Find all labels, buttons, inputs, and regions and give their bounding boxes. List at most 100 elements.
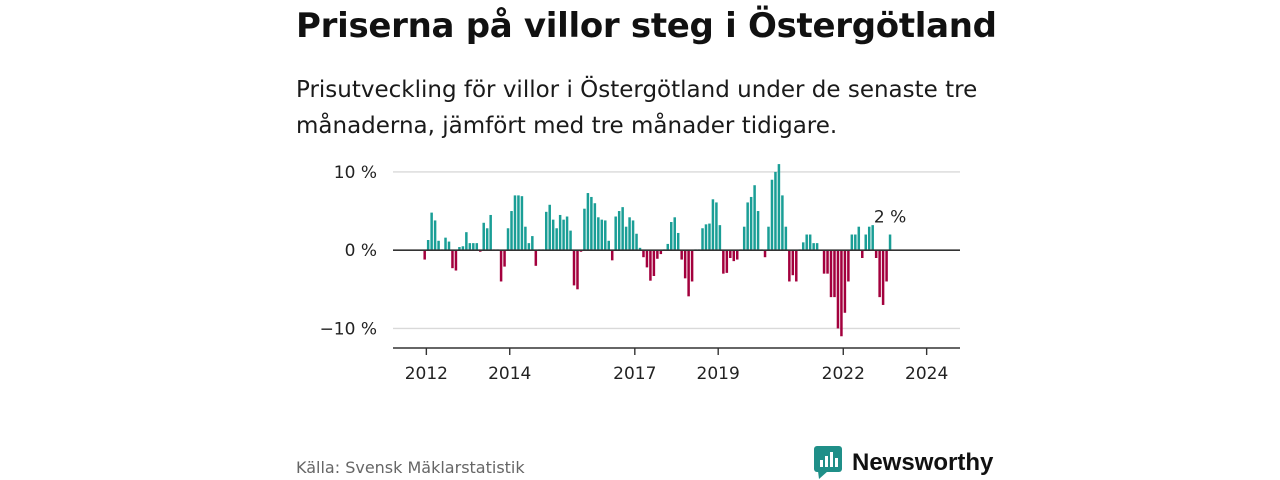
bar — [454, 250, 458, 271]
bar — [437, 240, 440, 251]
bar — [795, 250, 798, 282]
bar — [732, 250, 736, 262]
bar — [836, 250, 840, 329]
bar — [854, 234, 857, 251]
bar — [701, 228, 704, 251]
bar — [861, 250, 864, 258]
bar — [781, 195, 784, 251]
chart-subtitle: Prisutveckling för villor i Östergötland… — [296, 77, 978, 139]
bar — [808, 234, 812, 251]
bar — [565, 216, 569, 251]
bar — [534, 250, 538, 266]
bar — [767, 226, 770, 251]
bar — [572, 250, 576, 286]
bar — [593, 203, 597, 251]
x-tick-label: 2022 — [822, 364, 865, 384]
bar — [433, 220, 437, 251]
bar — [524, 226, 527, 251]
brand-name: Newsworthy — [852, 449, 994, 476]
bar — [864, 234, 867, 251]
y-tick-label: 10 % — [334, 163, 377, 183]
bar — [624, 226, 628, 251]
bar — [822, 250, 826, 274]
bar — [756, 211, 760, 251]
bar — [867, 226, 871, 251]
bar — [878, 250, 881, 298]
x-tick-label: 2014 — [488, 364, 531, 384]
bar — [749, 196, 753, 251]
bar — [805, 234, 808, 251]
bar — [840, 250, 843, 337]
bar — [777, 164, 781, 251]
bar — [645, 250, 649, 268]
bar — [607, 240, 610, 251]
bar — [551, 219, 555, 251]
bar — [544, 211, 548, 251]
newsworthy-icon — [814, 446, 842, 479]
bar — [656, 250, 659, 259]
bar — [857, 226, 861, 251]
bar — [461, 246, 465, 251]
bar — [659, 250, 663, 255]
bar — [610, 250, 614, 261]
bar — [430, 212, 433, 251]
bar — [447, 241, 451, 251]
bar — [718, 225, 722, 251]
bar — [638, 247, 642, 251]
y-tick-label: −10 % — [320, 319, 377, 339]
bar — [774, 171, 777, 251]
bar — [843, 250, 847, 313]
bar — [815, 243, 819, 251]
bar — [569, 230, 572, 251]
x-tick-label: 2019 — [697, 364, 740, 384]
bar — [847, 250, 850, 282]
bar — [635, 233, 638, 251]
bar — [631, 220, 635, 251]
bar — [812, 243, 815, 251]
bar — [722, 250, 725, 274]
bar — [597, 217, 600, 251]
bar — [614, 216, 617, 251]
bar — [874, 250, 878, 258]
bar — [666, 243, 670, 251]
bar — [829, 250, 833, 298]
bar — [746, 202, 749, 251]
bar — [711, 199, 715, 251]
annotations: 2 % — [874, 208, 906, 228]
x-axis-ticks: 2012 2014 2017 2019 2022 2024 — [405, 348, 948, 384]
bar — [517, 195, 520, 251]
bar — [704, 224, 708, 251]
bar — [791, 250, 795, 276]
bar — [604, 220, 607, 251]
bar — [826, 250, 829, 274]
bar — [881, 250, 885, 305]
bar — [676, 232, 680, 251]
bar — [871, 225, 874, 251]
data-label: 2 % — [874, 208, 906, 228]
bar — [423, 250, 426, 260]
bar — [801, 242, 805, 251]
bar — [499, 250, 503, 282]
bar — [753, 185, 756, 251]
bar — [649, 250, 652, 281]
bar — [617, 211, 621, 251]
bar — [472, 243, 475, 251]
bar — [729, 250, 732, 258]
bar — [763, 250, 767, 258]
bar — [489, 214, 492, 251]
bar — [506, 228, 510, 251]
bar — [475, 243, 479, 251]
bar — [725, 250, 729, 273]
y-tick-label: 0 % — [345, 241, 377, 261]
bar — [735, 250, 739, 260]
bar — [742, 226, 746, 251]
bar — [531, 236, 534, 251]
bar — [468, 243, 472, 251]
bar — [527, 243, 531, 251]
bar — [784, 226, 788, 251]
bar — [583, 208, 586, 251]
bar — [788, 250, 791, 282]
bar — [690, 250, 694, 282]
bar — [555, 228, 558, 251]
bar — [628, 217, 631, 251]
